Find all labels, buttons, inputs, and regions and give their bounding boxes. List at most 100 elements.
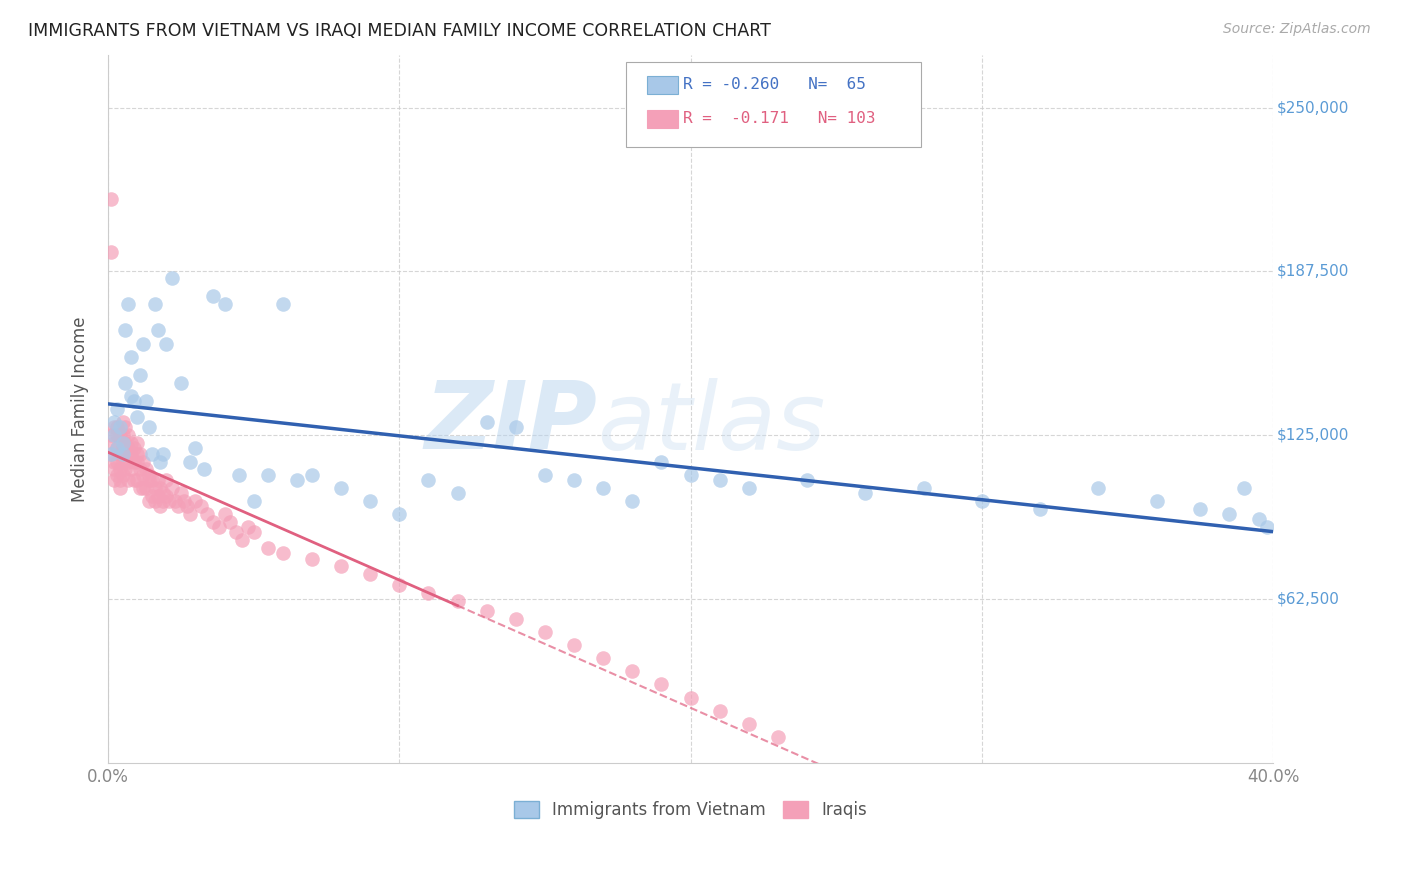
Point	[170, 376, 193, 390]
Point	[201, 515, 224, 529]
Point	[132, 336, 155, 351]
Point	[105, 428, 128, 442]
Point	[122, 442, 145, 456]
Point	[236, 520, 259, 534]
Point	[1247, 512, 1270, 526]
Point	[766, 730, 789, 744]
Point	[1218, 507, 1240, 521]
Point	[127, 454, 149, 468]
Point	[141, 447, 163, 461]
Point	[190, 499, 212, 513]
Point	[111, 447, 134, 461]
Point	[143, 481, 166, 495]
Point	[129, 447, 152, 461]
Point	[111, 428, 134, 442]
Point	[120, 350, 142, 364]
Point	[853, 486, 876, 500]
Point	[143, 297, 166, 311]
Point	[100, 447, 122, 461]
Text: atlas: atlas	[598, 378, 825, 469]
Point	[103, 428, 125, 442]
Point	[146, 489, 169, 503]
Point	[149, 499, 172, 513]
Point	[160, 271, 183, 285]
Point	[201, 289, 224, 303]
Point	[1256, 520, 1278, 534]
Point	[129, 462, 152, 476]
Point	[167, 499, 190, 513]
Point	[111, 454, 134, 468]
Point	[129, 368, 152, 382]
Point	[138, 494, 160, 508]
Point	[152, 486, 174, 500]
Point	[122, 394, 145, 409]
Point	[621, 665, 644, 679]
Point	[127, 409, 149, 424]
Point	[108, 462, 131, 476]
Point	[152, 494, 174, 508]
Point	[117, 454, 139, 468]
Point	[330, 481, 353, 495]
Point	[103, 420, 125, 434]
Point	[105, 442, 128, 456]
Point	[505, 420, 527, 434]
Point	[135, 462, 157, 476]
Point	[179, 454, 201, 468]
Point	[122, 473, 145, 487]
Y-axis label: Median Family Income: Median Family Income	[72, 317, 89, 502]
Point	[103, 415, 125, 429]
Point	[228, 467, 250, 482]
Point	[114, 376, 136, 390]
Point	[1233, 481, 1256, 495]
Point	[208, 520, 231, 534]
Point	[120, 447, 142, 461]
Point	[505, 612, 527, 626]
Point	[679, 467, 702, 482]
Point	[418, 473, 440, 487]
Point	[184, 494, 207, 508]
Point	[114, 420, 136, 434]
Point	[127, 473, 149, 487]
Point	[105, 420, 128, 434]
Point	[132, 454, 155, 468]
Point	[100, 244, 122, 259]
Point	[155, 336, 177, 351]
Point	[122, 454, 145, 468]
Point	[796, 473, 818, 487]
Point	[709, 704, 731, 718]
Point	[132, 467, 155, 482]
Point	[176, 499, 198, 513]
Point	[111, 436, 134, 450]
Point	[117, 428, 139, 442]
Point	[1146, 494, 1168, 508]
Point	[219, 515, 242, 529]
Point	[970, 494, 993, 508]
Point	[155, 473, 177, 487]
Point	[330, 559, 353, 574]
Point	[225, 525, 247, 540]
Point	[257, 467, 280, 482]
Text: ZIP: ZIP	[425, 377, 598, 469]
Point	[1087, 481, 1109, 495]
Point	[108, 428, 131, 442]
Point	[271, 297, 294, 311]
Point	[359, 567, 381, 582]
Point	[105, 467, 128, 482]
Point	[650, 454, 672, 468]
Point	[141, 489, 163, 503]
Point	[1189, 501, 1212, 516]
Point	[129, 481, 152, 495]
Point	[173, 494, 195, 508]
Point	[108, 481, 131, 495]
Point	[103, 473, 125, 487]
Point	[562, 638, 585, 652]
Point	[679, 690, 702, 705]
Point	[446, 486, 468, 500]
Text: $125,000: $125,000	[1277, 428, 1348, 442]
Point	[103, 454, 125, 468]
Point	[120, 462, 142, 476]
Point	[127, 436, 149, 450]
Point	[534, 467, 557, 482]
Point	[301, 551, 323, 566]
Point	[114, 447, 136, 461]
